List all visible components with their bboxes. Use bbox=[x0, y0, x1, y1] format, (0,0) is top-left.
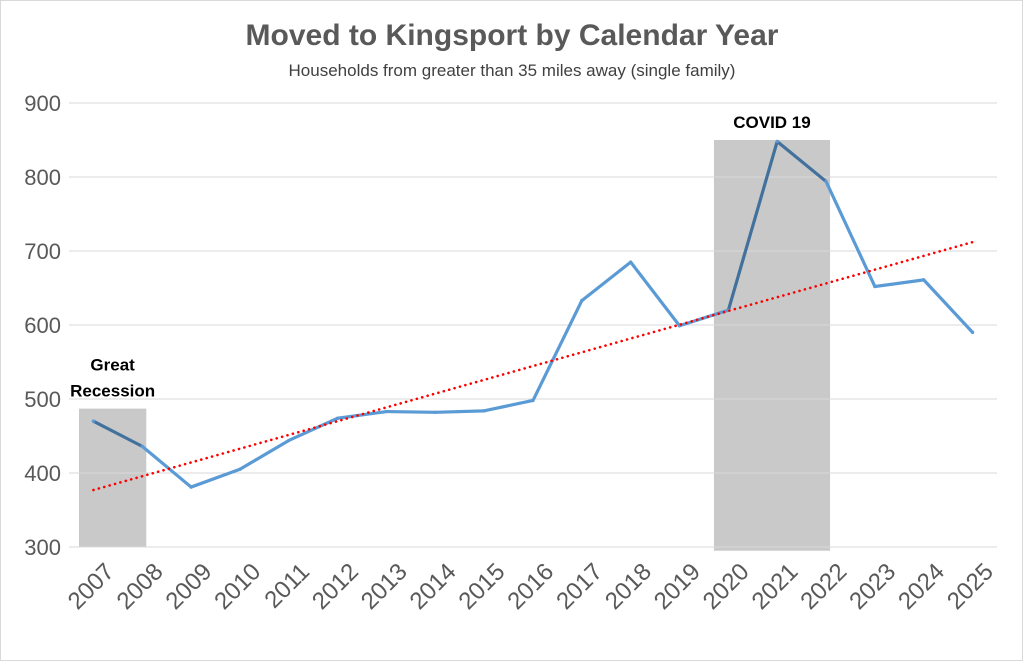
shaded-period-label: COVID 19 bbox=[733, 113, 810, 132]
y-tick-label: 900 bbox=[24, 91, 61, 116]
data-point bbox=[140, 444, 144, 448]
x-tick-label: 2011 bbox=[259, 558, 315, 614]
data-point bbox=[824, 179, 828, 184]
x-tick-label: 2018 bbox=[600, 558, 657, 615]
series-segment bbox=[384, 409, 437, 414]
data-point bbox=[775, 139, 779, 144]
data-point bbox=[91, 419, 96, 423]
x-tick-label: 2022 bbox=[795, 558, 852, 615]
x-tick-label: 2014 bbox=[405, 558, 462, 615]
data-point bbox=[238, 467, 242, 471]
data-point bbox=[384, 409, 389, 414]
trendline bbox=[92, 240, 974, 492]
series-segment bbox=[287, 416, 340, 443]
y-tick-label: 400 bbox=[24, 461, 61, 486]
series-segment bbox=[922, 278, 975, 334]
series-segment bbox=[629, 260, 682, 328]
x-tick-label: 2023 bbox=[844, 558, 901, 615]
x-tick-label: 2013 bbox=[356, 558, 413, 615]
series-segment bbox=[824, 179, 877, 289]
series-segment bbox=[91, 419, 144, 448]
x-tick-label: 2010 bbox=[209, 558, 266, 615]
data-point bbox=[580, 298, 584, 303]
y-tick-label: 500 bbox=[24, 387, 61, 412]
series-segment bbox=[726, 139, 779, 312]
y-tick-label: 800 bbox=[24, 165, 61, 190]
series-segment bbox=[580, 260, 633, 303]
y-tick-label: 700 bbox=[24, 239, 61, 264]
data-point bbox=[482, 409, 486, 413]
chart-title: Moved to Kingsport by Calendar Year bbox=[246, 19, 779, 52]
x-tick-label: 2020 bbox=[698, 558, 755, 615]
series-segment bbox=[238, 438, 291, 471]
x-tick-label: 2008 bbox=[112, 558, 169, 615]
chart-subtitle: Households from greater than 35 miles aw… bbox=[289, 61, 736, 80]
data-point bbox=[970, 330, 975, 334]
y-tick-label: 300 bbox=[24, 535, 61, 560]
y-tick-label: 600 bbox=[24, 313, 61, 338]
series-segment bbox=[677, 308, 730, 328]
series-segment bbox=[873, 278, 926, 289]
x-tick-label: 2024 bbox=[893, 558, 950, 615]
data-point bbox=[336, 416, 340, 420]
x-tick-label: 2019 bbox=[649, 558, 706, 615]
x-tick-label: 2025 bbox=[942, 558, 999, 615]
data-point bbox=[189, 485, 193, 489]
shaded-period-1 bbox=[713, 140, 831, 551]
x-tick-label: 2017 bbox=[551, 558, 608, 615]
shaded-period-label: Great bbox=[90, 356, 135, 375]
data-point bbox=[287, 438, 291, 443]
data-point bbox=[922, 278, 926, 282]
x-tick-label: 2015 bbox=[454, 558, 511, 615]
x-tick-label: 2007 bbox=[63, 558, 120, 615]
series-segment bbox=[482, 398, 535, 413]
data-point bbox=[873, 284, 877, 289]
series-segment bbox=[775, 139, 828, 184]
x-tick-label: 2021 bbox=[747, 558, 804, 615]
series-segment bbox=[189, 467, 242, 489]
shaded-period-label: Recession bbox=[70, 382, 155, 401]
series-segment bbox=[140, 444, 193, 489]
x-tick-label: 2009 bbox=[161, 558, 218, 615]
data-point bbox=[433, 410, 437, 414]
x-tick-label: 2012 bbox=[307, 558, 364, 615]
data-point bbox=[531, 398, 535, 403]
series-segment bbox=[531, 298, 584, 403]
data-point bbox=[629, 260, 633, 264]
series-segment bbox=[433, 409, 486, 414]
x-tick-label: 2016 bbox=[502, 558, 559, 615]
